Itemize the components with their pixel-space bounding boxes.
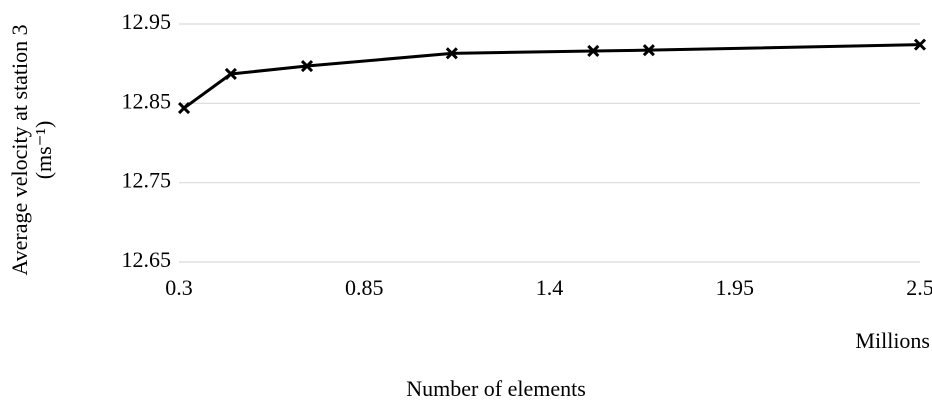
x-tick-label: 1.4 [536, 275, 564, 300]
data-point [445, 47, 458, 60]
x-tick-label: 0.85 [345, 275, 384, 300]
y-tick-label: 12.75 [122, 168, 172, 193]
data-point [300, 59, 314, 73]
data-point [642, 44, 655, 57]
y-tick-label: 12.85 [122, 88, 172, 113]
y-tick-label: 12.95 [122, 9, 172, 34]
data-point [913, 38, 927, 51]
data-point [587, 44, 600, 58]
x-tick-label: 1.95 [716, 275, 755, 300]
x-unit-label: Millions [855, 328, 930, 353]
x-tick-label: 2.5 [906, 275, 932, 300]
data-point [177, 102, 191, 115]
y-axis-title: (ms⁻¹) [31, 121, 56, 180]
y-tick-label: 12.65 [122, 247, 172, 272]
y-axis-title: Average velocity at station 3 [7, 24, 32, 275]
series-line [183, 43, 921, 110]
x-axis-title: Number of elements [406, 376, 586, 401]
x-tick-label: 0.3 [165, 275, 193, 300]
data-point [224, 67, 237, 81]
